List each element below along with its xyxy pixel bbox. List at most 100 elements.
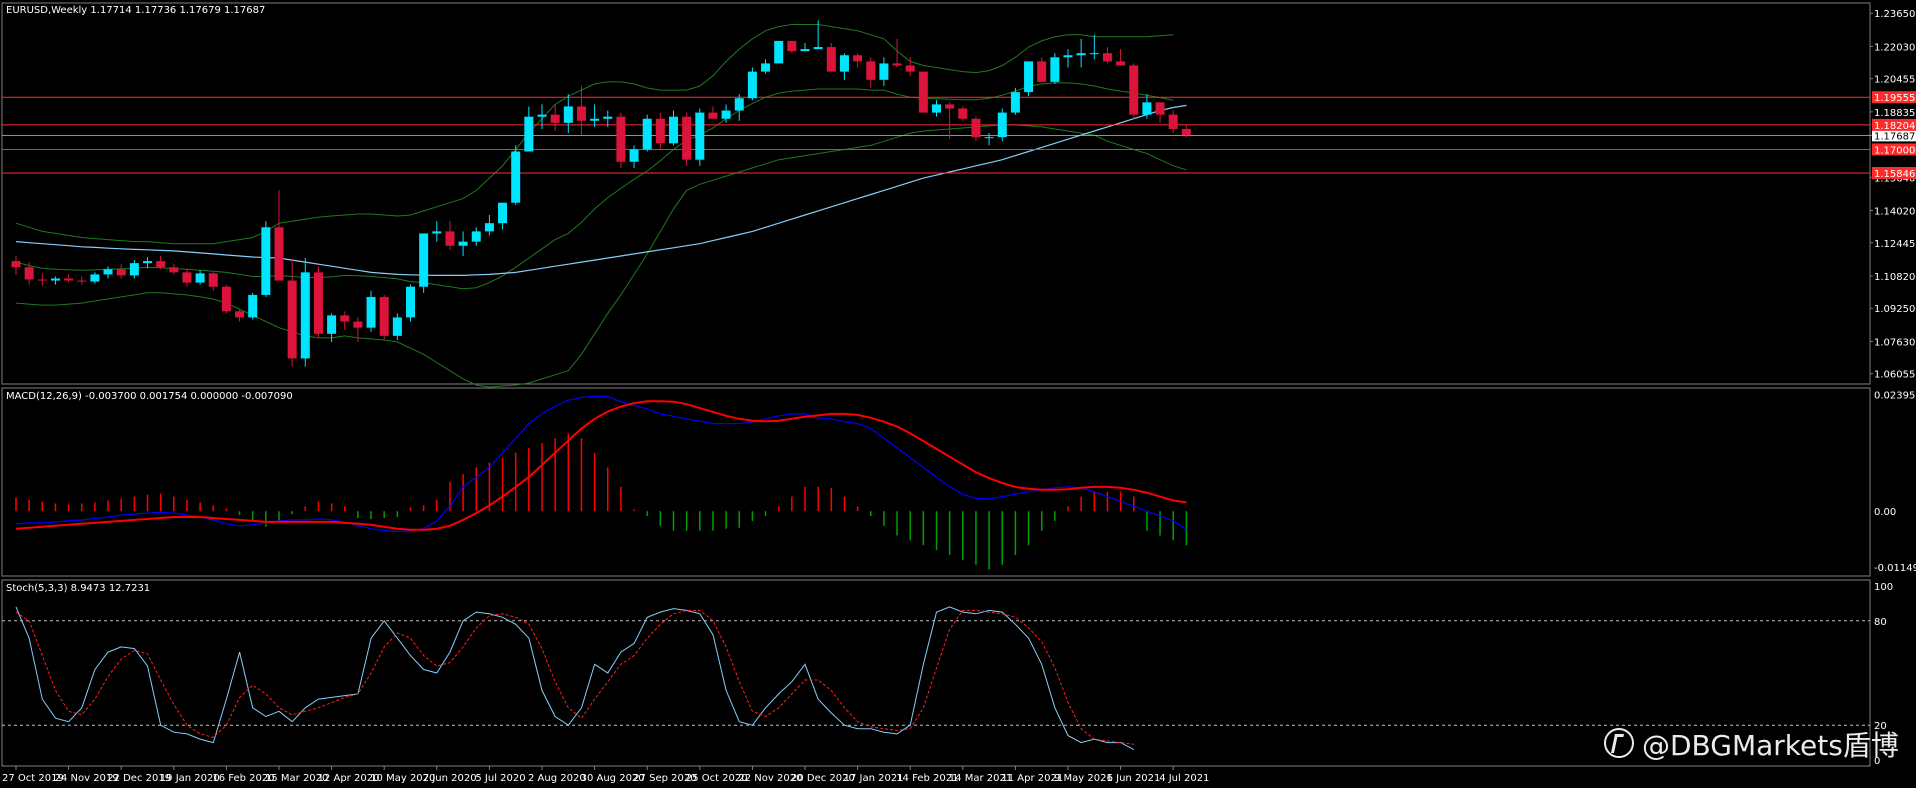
candle-body xyxy=(1024,61,1034,93)
candle-body xyxy=(195,273,205,283)
candle-body xyxy=(787,40,797,52)
candle-body xyxy=(511,151,521,203)
candle-body xyxy=(1181,128,1191,136)
time-tick-label: 2 Aug 2020 xyxy=(528,773,586,784)
candle-body xyxy=(682,116,692,160)
price-tick-label: 1.23650 xyxy=(1874,9,1915,20)
moving-average-line xyxy=(15,104,1187,276)
macd-signal-line xyxy=(15,400,1187,531)
candle-body xyxy=(1102,53,1112,62)
macd-tick-label: -0.01149 xyxy=(1874,563,1916,574)
candle-body xyxy=(169,267,179,273)
candle-body xyxy=(129,263,139,276)
horizontal-levels[interactable] xyxy=(2,96,1870,174)
time-tick-label: 10 May 2020 xyxy=(370,773,435,784)
panel-frame xyxy=(1,579,1871,767)
current-price-label: 1.17687 xyxy=(1874,131,1915,142)
price-tick-label: 1.12445 xyxy=(1874,239,1915,250)
time-tick-label: 4 Jul 2021 xyxy=(1159,773,1209,784)
candle-body xyxy=(576,106,586,121)
macd-histogram xyxy=(15,433,1188,570)
level-price-label: 1.17000 xyxy=(1874,145,1915,156)
candle-body xyxy=(11,261,21,268)
candle-body xyxy=(1116,61,1126,66)
candle-body xyxy=(984,137,994,139)
stochastic-axis: 100 80 20 0 xyxy=(1874,582,1893,767)
candle-body xyxy=(734,98,744,111)
level-price-tag xyxy=(1872,167,1916,180)
candle-body xyxy=(1168,114,1178,129)
candle-body xyxy=(143,261,152,264)
candle-body xyxy=(90,274,100,282)
time-tick-label: 14 Feb 2021 xyxy=(896,773,958,784)
candle-body xyxy=(945,104,955,109)
candle-body xyxy=(826,47,836,72)
time-tick-label: 24 Nov 2019 xyxy=(55,773,119,784)
macd-panel[interactable]: MACD(12,26,9) -0.003700 0.001754 0.00000… xyxy=(6,391,1916,574)
stochastic-d-line xyxy=(15,609,1134,745)
time-tick-label: 14 Mar 2021 xyxy=(949,773,1012,784)
candle-body xyxy=(642,118,652,150)
stochastic-tick-label: 0 xyxy=(1874,756,1880,767)
stochastic-panel[interactable]: Stoch(5,3,3) 8.9473 12.7231 100 80 20 0 xyxy=(2,582,1893,767)
candle-body xyxy=(327,315,337,334)
price-panel[interactable]: EURUSD,Weekly 1.17714 1.17736 1.17679 1.… xyxy=(2,5,1916,388)
candle-body xyxy=(471,231,481,242)
macd-lines xyxy=(15,395,1187,533)
price-panel-title: EURUSD,Weekly 1.17714 1.17736 1.17679 1.… xyxy=(6,5,265,16)
time-tick-label: 15 Mar 2020 xyxy=(265,773,328,784)
time-tick-label: 25 Oct 2020 xyxy=(686,773,748,784)
candle-body xyxy=(77,280,87,282)
stochastic-tick-label: 80 xyxy=(1874,617,1887,628)
macd-panel-title: MACD(12,26,9) -0.003700 0.001754 0.00000… xyxy=(6,391,293,402)
candle-body xyxy=(1050,57,1060,82)
price-axis: 1.236501.220301.204551.188351.176871.156… xyxy=(1870,9,1916,381)
level-price-label: 1.19555 xyxy=(1874,93,1915,104)
candle-body xyxy=(1076,53,1086,56)
time-tick-label: 11 Apr 2021 xyxy=(1001,773,1063,784)
bollinger-lower-line xyxy=(15,124,1187,388)
candle-body xyxy=(866,61,876,80)
candle-body xyxy=(563,106,573,123)
candle-body xyxy=(353,321,363,328)
candle-body xyxy=(287,280,297,359)
candle-body xyxy=(221,286,231,312)
candle-body xyxy=(432,231,442,234)
time-tick-label: 9 May 2021 xyxy=(1054,773,1113,784)
candle-body xyxy=(537,114,547,117)
candle-body xyxy=(1037,61,1047,82)
candle-body xyxy=(445,231,455,246)
candle-body xyxy=(761,63,771,72)
level-price-tag xyxy=(1872,91,1916,104)
candle-body xyxy=(208,273,218,287)
candle-body xyxy=(1010,92,1020,113)
level-price-tag xyxy=(1872,143,1916,156)
stochastic-tick-label: 20 xyxy=(1874,721,1887,732)
time-tick-label: 20 Dec 2020 xyxy=(791,773,855,784)
candle-body xyxy=(261,227,271,295)
candle-body xyxy=(524,116,534,152)
stochastic-panel-title: Stoch(5,3,3) 8.9473 12.7231 xyxy=(6,583,150,594)
candle-body xyxy=(1063,55,1073,58)
bollinger-middle-line xyxy=(15,82,1174,290)
price-tick-label: 1.20455 xyxy=(1874,75,1915,86)
watermark-text: @DBGMarkets盾博 xyxy=(1642,729,1899,762)
macd-tick-label: 0.00 xyxy=(1874,507,1896,518)
candle-body xyxy=(366,296,376,328)
level-price-label: 1.15846 xyxy=(1874,169,1915,180)
time-tick-label: 19 Jan 2020 xyxy=(160,773,220,784)
candle-body xyxy=(498,202,508,224)
panel-frames xyxy=(1,2,1871,767)
panel-frame xyxy=(1,2,1871,385)
candle-body xyxy=(932,104,941,113)
candle-body xyxy=(103,269,113,275)
candle-body xyxy=(971,118,981,138)
candle-body xyxy=(603,116,613,119)
candle-body xyxy=(392,317,402,336)
stochastic-levels xyxy=(2,620,1870,726)
candle-body xyxy=(708,112,718,119)
candle-body xyxy=(64,278,74,281)
candle-body xyxy=(918,71,928,113)
price-tick-label: 1.22030 xyxy=(1874,42,1915,53)
